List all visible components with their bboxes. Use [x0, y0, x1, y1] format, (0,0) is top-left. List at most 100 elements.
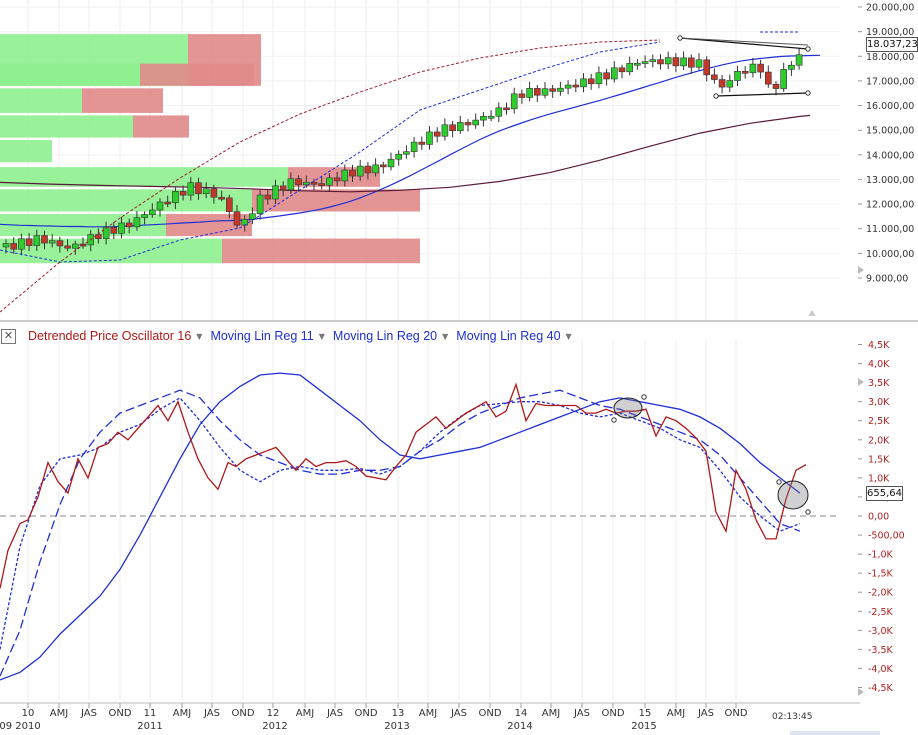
osc-tick-label: -4,5K	[868, 683, 894, 694]
legend-dpo[interactable]: Detrended Price Oscillator 16 ▼	[28, 329, 202, 343]
candle-up	[526, 88, 533, 98]
osc-tick-label: -2,5K	[868, 607, 894, 618]
candle-down	[164, 201, 171, 205]
candle-up	[695, 59, 703, 68]
scroll-arrow-icon	[858, 378, 864, 386]
x-month-label: AMJ	[50, 708, 68, 719]
candle-down	[741, 71, 749, 74]
x-year-label: 2013	[384, 721, 409, 732]
candle-down	[318, 183, 326, 186]
candle-up	[426, 131, 433, 145]
candle-down	[279, 185, 287, 191]
candle-up	[795, 54, 803, 66]
chevron-down-icon[interactable]: ▼	[442, 331, 449, 341]
candle-up	[680, 57, 687, 67]
x-month-label: 14	[515, 708, 528, 719]
candle-up	[557, 87, 564, 92]
candle-down	[110, 226, 118, 234]
x-month-label: JAS	[80, 708, 97, 719]
candle-up	[18, 238, 25, 250]
candle-up	[410, 141, 418, 152]
triangle-lower-line	[715, 92, 809, 97]
annotation-handle	[805, 90, 811, 96]
legend-linreg20[interactable]: Moving Lin Reg 20 ▼	[333, 329, 448, 343]
volume-profile	[0, 34, 420, 264]
candle-up	[788, 64, 795, 70]
volume-bar-up	[0, 63, 140, 86]
candle-up	[664, 57, 672, 65]
volume-bar-down	[166, 213, 252, 237]
triangle-upper-line	[679, 37, 809, 50]
x-month-label: AMJ	[173, 708, 191, 719]
dpo-line	[0, 382, 807, 589]
x-month-label: JAS	[203, 708, 220, 719]
candle-down	[333, 177, 341, 182]
candle-up	[634, 62, 641, 66]
candle-down	[295, 178, 302, 186]
candle-up	[118, 222, 125, 234]
candle-up	[649, 59, 657, 62]
osc-tick-label: 1,5K	[868, 454, 890, 465]
candle-up	[272, 185, 279, 200]
legend-linreg11-label: Moving Lin Reg 11	[210, 329, 314, 343]
x-month-label: AMJ	[667, 708, 685, 719]
osc-tick-label: -4,0K	[868, 664, 894, 675]
legend-linreg40[interactable]: Moving Lin Reg 40 ▼	[456, 329, 571, 343]
ma-purple-line	[0, 114, 811, 193]
candle-up	[610, 67, 618, 80]
highlight-ellipse	[777, 480, 809, 510]
candle-down	[449, 124, 456, 132]
trendline-dotted-red	[0, 39, 661, 313]
candle-up	[472, 119, 480, 126]
candle-down	[687, 57, 695, 68]
price-tick-label: 15.000,00	[866, 126, 914, 137]
close-panel-icon[interactable]: ✕	[1, 328, 16, 344]
volume-bar-up	[0, 238, 222, 264]
trend-annotations	[0, 31, 811, 313]
x-month-label: OND	[478, 708, 501, 719]
osc-tick-label: 2,5K	[868, 416, 890, 427]
candle-down	[503, 107, 510, 111]
scroll-up-arrow-icon	[808, 310, 816, 316]
osc-tick-label: -1,0K	[868, 550, 894, 561]
candle-up	[48, 240, 56, 244]
candle-down	[25, 238, 33, 246]
chevron-down-icon[interactable]: ▼	[196, 331, 203, 341]
osc-tick-label: 2,0K	[868, 435, 890, 446]
candle-up	[564, 84, 572, 89]
price-tick-label: 19.000,00	[866, 27, 914, 38]
volume-bar-down	[133, 115, 189, 138]
osc-tick-label: 3,5K	[868, 378, 890, 389]
candle-up	[72, 243, 79, 249]
annotation-handle	[611, 417, 617, 423]
candle-down	[518, 93, 526, 98]
candle-down	[772, 83, 780, 89]
legend-linreg20-label: Moving Lin Reg 20	[332, 329, 438, 343]
candle-up	[172, 191, 179, 204]
candle-up	[595, 72, 603, 85]
candle-up	[495, 107, 503, 117]
chevron-down-icon[interactable]: ▼	[565, 331, 572, 341]
x-month-label: OND	[231, 708, 254, 719]
candle-up	[341, 169, 349, 182]
clock-readout: 02:13:45	[772, 712, 813, 722]
highlight-ellipse	[613, 397, 643, 419]
osc-tick-label: -3,0K	[868, 626, 894, 637]
candle-up	[241, 219, 248, 226]
candle-down	[764, 71, 772, 85]
candle-down	[56, 240, 64, 247]
candle-up	[372, 164, 379, 174]
x-month-label: AMJ	[419, 708, 437, 719]
x-month-label: 12	[267, 708, 280, 719]
candle-up	[287, 178, 295, 191]
candle-down	[379, 164, 387, 168]
candle-down	[349, 169, 356, 177]
candle-up	[202, 188, 210, 195]
candle-down	[64, 245, 71, 249]
osc-tick-label: 0,00	[868, 512, 889, 523]
chevron-down-icon[interactable]: ▼	[318, 331, 325, 341]
candle-down	[195, 182, 202, 195]
legend-linreg11[interactable]: Moving Lin Reg 11 ▼	[210, 329, 324, 343]
candle-up	[141, 214, 148, 218]
osc-tick-label: 4,0K	[868, 359, 890, 370]
